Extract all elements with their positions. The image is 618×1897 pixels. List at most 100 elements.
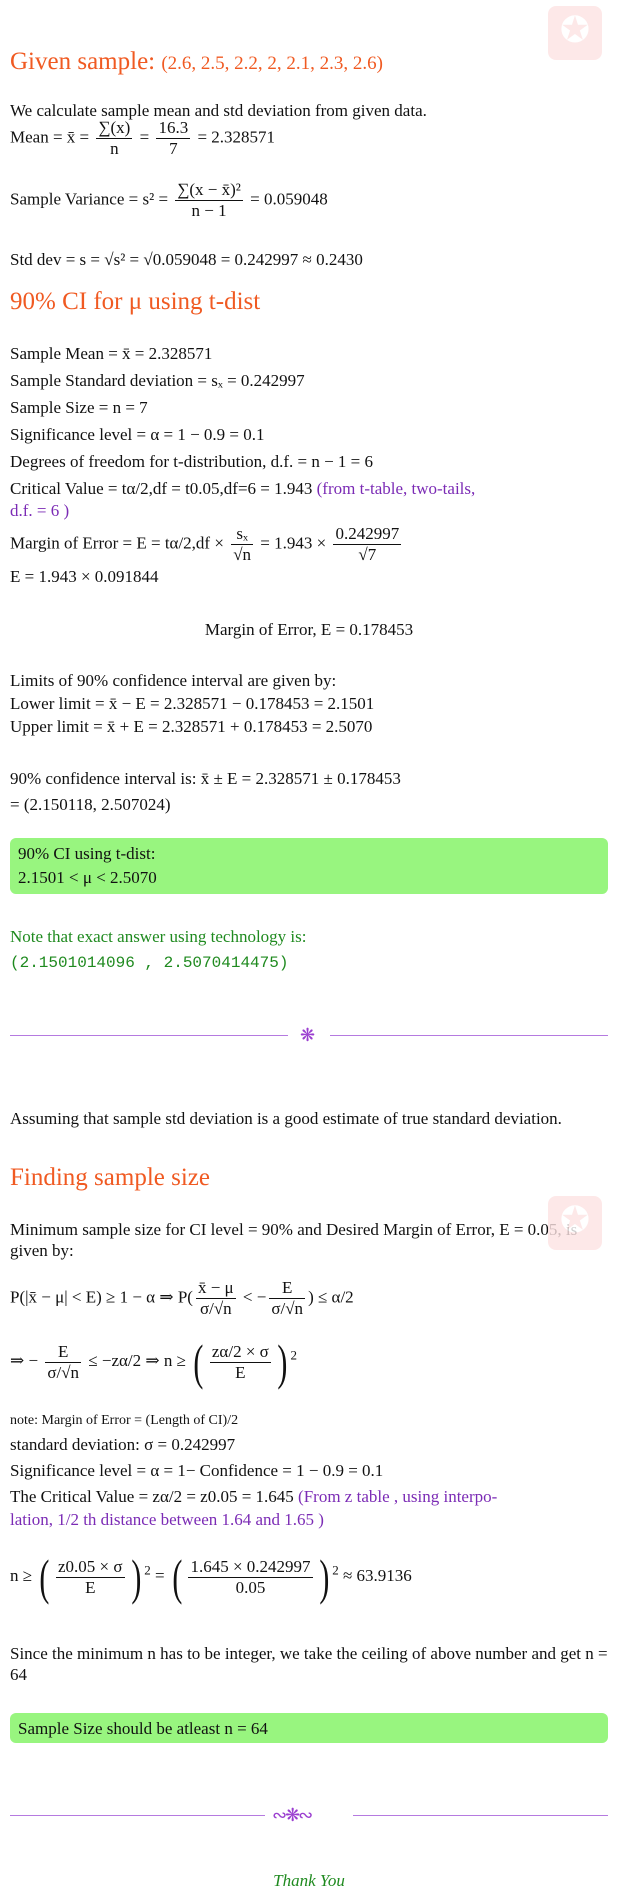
sample-size-result: Sample Size should be atleast n = 64: [18, 1719, 268, 1738]
sample-size-result-box: Sample Size should be atleast n = 64: [10, 1713, 608, 1743]
left-paren: (: [172, 1549, 183, 1605]
n-equation: n ≥ (z0.05 × σ E) 2 = (1.645 × 0.242997 0.0…: [10, 1552, 412, 1602]
thank-you: Thank You: [273, 1871, 345, 1890]
probability-equation: P(|x̄ − μ| < E) ≥ 1 − α ⇒ P(x̄ − μ σ/√n <…: [10, 1278, 354, 1319]
eq2-mid: ≤ −zα/2 ⇒ n ≥: [88, 1350, 186, 1370]
n-numerator: z0.05 × σ: [56, 1556, 125, 1578]
critical-value-note-cont: d.f. = 6 ): [10, 501, 70, 520]
sample-mean-line: Sample Mean = x̄ = 2.328571: [10, 344, 213, 363]
divider-line-left: [10, 1815, 265, 1816]
star-icon: ✪: [559, 1200, 591, 1241]
moe-line-2: E = 1.943 × 0.091844: [10, 567, 159, 586]
divider-line-left: [10, 1035, 288, 1036]
variance-numerator: ∑(x − x̄)²: [175, 180, 243, 201]
eq2-denominator-2: E: [235, 1362, 246, 1382]
moe-fraction-values: 0.242997 √7: [333, 524, 402, 565]
moe-final: Margin of Error, E = 0.178453: [204, 620, 414, 639]
eq1-right: ) ≤ α/2: [308, 1287, 354, 1307]
left-paren: (: [193, 1334, 204, 1390]
z-critical-note: (From z table , using interpo-: [298, 1487, 498, 1506]
moe-mid: = 1.943 ×: [260, 533, 327, 553]
moe-fraction: sₓ √n: [231, 524, 254, 565]
eq2-numerator-2: zα/2 × σ: [209, 1341, 271, 1363]
given-sample-heading: Given sample: (2.6, 2.5, 2.2, 2, 2.1, 2.…: [10, 48, 383, 76]
variance-denominator: n − 1: [191, 201, 227, 220]
variance-fraction: ∑(x − x̄)² n − 1: [175, 180, 243, 221]
sample-sd-line: Sample Standard deviation = sₓ = 0.24299…: [10, 371, 305, 390]
right-paren: ): [277, 1334, 288, 1390]
margin-of-error-equation: Margin of Error = E = tα/2,df × sₓ √n = 1…: [10, 524, 404, 565]
sample-size-line: Sample Size = n = 7: [10, 398, 148, 417]
critical-value-text: Critical Value = tα/2,df = t0.05,df=6 = …: [10, 479, 313, 498]
ci-result-box: 90% CI using t-dist: 2.1501 < μ < 2.5070: [10, 838, 608, 894]
sample-size-heading: Finding sample size: [10, 1164, 210, 1191]
eq1-fraction: x̄ − μ σ/√n: [195, 1278, 236, 1319]
variance-value: = 0.059048: [250, 189, 328, 209]
significance-line: Significance level = α = 1 − 0.9 = 0.1: [10, 425, 265, 444]
df-line: Degrees of freedom for t-distribution, d…: [10, 452, 374, 471]
eq2-numerator: E: [45, 1342, 82, 1363]
right-paren: ): [130, 1549, 141, 1605]
divider-line-right: [330, 1035, 608, 1036]
equals-sign: =: [154, 1565, 165, 1585]
n-left: n ≥: [10, 1565, 33, 1585]
sigma-line: standard deviation: σ = 0.242997: [10, 1435, 236, 1454]
mean-sum: 16.3: [156, 118, 191, 139]
eq1-denominator-2: σ/√n: [271, 1299, 304, 1318]
upper-limit: Upper limit = x̄ + E = 2.328571 + 0.1784…: [10, 717, 373, 736]
document: Given sample: (2.6, 2.5, 2.2, 2, 2.1, 2.…: [10, 0, 608, 1897]
eq1-numerator: x̄ − μ: [195, 1278, 236, 1299]
n-numerator-values: 1.645 × 0.242997: [188, 1556, 313, 1578]
significance-line-2: Significance level = α = 1− Confidence =…: [10, 1461, 384, 1480]
limits-intro: Limits of 90% confidence interval are gi…: [10, 671, 337, 690]
technology-note: Note that exact answer using technology …: [10, 927, 307, 946]
z-critical-note-cont: lation, 1/2 th distance between 1.64 and…: [10, 1510, 324, 1529]
critical-value-note: (from t-table, two-tails,: [316, 479, 476, 498]
ci-line-1: 90% confidence interval is: x̄ ± E = 2.3…: [10, 769, 401, 788]
watermark-logo: ✪: [548, 1196, 602, 1250]
exponent: 2: [144, 1562, 151, 1578]
mean-denominator: n: [110, 139, 119, 158]
ornament-icon: ❋: [300, 1025, 316, 1045]
n-value: ≈ 63.9136: [342, 1565, 412, 1585]
mean-equation: Mean = x̄ = ∑(x) n = 16.3 7 = 2.328571: [10, 118, 275, 159]
moe-sd-value: 0.242997: [333, 524, 402, 545]
star-icon: ✪: [559, 10, 591, 51]
ceiling-text: Since the minimum n has to be integer, w…: [10, 1644, 608, 1684]
mean-value: = 2.328571: [197, 127, 276, 147]
eq1-numerator-2: E: [269, 1278, 306, 1299]
exponent: 2: [332, 1562, 339, 1578]
footer-divider: ∾❋∾: [10, 1805, 608, 1827]
technology-value: (2.1501014096 , 2.5070414475): [10, 954, 289, 972]
mean-label: Mean = x̄ =: [10, 127, 90, 147]
equals-sign: =: [139, 127, 150, 147]
lower-limit: Lower limit = x̄ − E = 2.328571 − 0.1784…: [10, 694, 375, 713]
mean-count: 7: [169, 139, 178, 158]
ci-result-label: 90% CI using t-dist:: [18, 844, 156, 863]
n-denominator-value: 0.05: [235, 1577, 266, 1597]
variance-label: Sample Variance = s² =: [10, 189, 169, 209]
n-denominator: E: [85, 1577, 96, 1597]
intro-text: We calculate sample mean and std deviati…: [10, 101, 427, 120]
moe-sqrt-n: √7: [358, 545, 377, 564]
ci-heading: 90% CI for μ using t-dist: [10, 288, 261, 315]
std-dev-line: Std dev = s = √s² = √0.059048 = 0.242997…: [10, 250, 363, 269]
section-divider: ❋: [10, 1025, 608, 1047]
moe-denominator: √n: [233, 545, 252, 564]
ornament-icon: ∾❋∾: [272, 1805, 313, 1825]
critical-value-line: Critical Value = tα/2,df = t0.05,df=6 = …: [10, 478, 475, 499]
heading-text: Given sample:: [10, 48, 156, 75]
moe-label: Margin of Error = E = tα/2,df ×: [10, 533, 224, 553]
assumption-text: Assuming that sample std deviation is a …: [10, 1109, 562, 1128]
ci-result-value: 2.1501 < μ < 2.5070: [18, 868, 157, 887]
mean-fraction-values: 16.3 7: [156, 118, 191, 159]
eq2-denominator: σ/√n: [47, 1362, 80, 1382]
sample-size-intro: Minimum sample size for CI level = 90% a…: [10, 1220, 578, 1260]
divider-line-right: [353, 1815, 608, 1816]
eq2-left: ⇒ −: [10, 1350, 39, 1370]
z-critical-text: The Critical Value = zα/2 = z0.05 = 1.64…: [10, 1487, 294, 1506]
